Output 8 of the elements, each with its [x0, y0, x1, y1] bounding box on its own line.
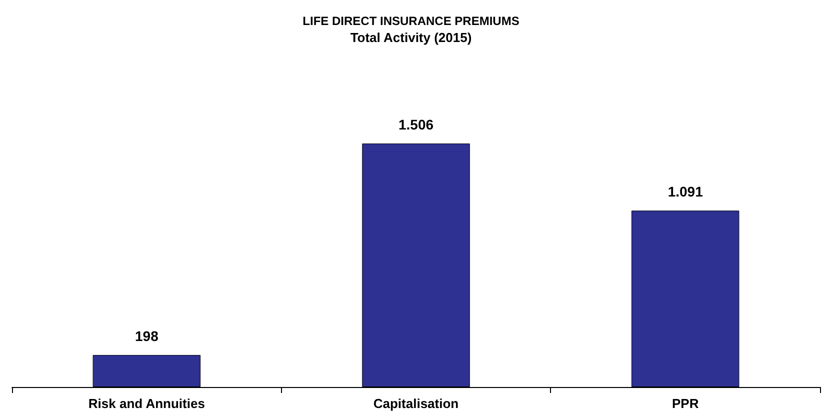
data-label: 1.091 — [668, 184, 704, 200]
x-tick-label: Capitalisation — [373, 396, 459, 411]
chart-subtitle: Total Activity (2015) — [350, 30, 472, 45]
chart-title: LIFE DIRECT INSURANCE PREMIUMS — [302, 14, 520, 28]
x-tick-label: PPR — [672, 396, 700, 411]
data-label: 198 — [134, 328, 159, 344]
x-tick-label: Risk and Annuities — [88, 396, 205, 411]
data-label: 1.506 — [398, 116, 434, 133]
